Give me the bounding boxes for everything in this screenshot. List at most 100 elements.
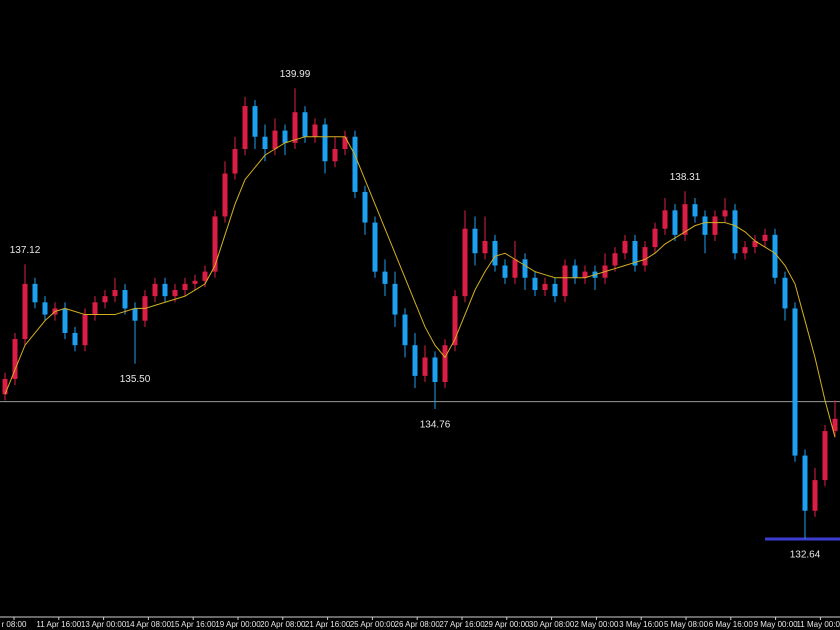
x-tick-label: 30 Apr 08:00	[529, 620, 575, 629]
x-tick-label: r 08:00	[2, 620, 27, 629]
candle-body	[232, 148, 238, 174]
candle-body	[172, 290, 178, 297]
candle-body	[362, 191, 368, 223]
x-tick-label: 25 Apr 00:00	[350, 620, 396, 629]
candle-body	[702, 216, 708, 235]
x-tick-label: 11 Apr 16:00	[36, 620, 81, 629]
candle-body	[332, 148, 338, 162]
candle-body	[462, 228, 468, 297]
candle-body	[512, 259, 518, 278]
candle-body	[642, 247, 648, 266]
candle-body	[622, 240, 628, 254]
candle-body	[822, 431, 828, 481]
price-annotation: 139.99	[280, 69, 311, 80]
candle-body	[792, 308, 798, 456]
candle-body	[162, 283, 168, 297]
candle-body	[282, 130, 288, 143]
x-tick-label: 26 Apr 08:00	[395, 620, 441, 629]
candle-body	[102, 296, 108, 303]
x-tick-label: 19 Apr 00:00	[215, 620, 261, 629]
candle-body	[262, 136, 268, 149]
candle-body	[812, 480, 818, 511]
candle-body	[382, 271, 388, 284]
candle-body	[92, 302, 98, 315]
candle-body	[632, 240, 638, 266]
candle-body	[422, 357, 428, 376]
candle-body	[722, 210, 728, 217]
x-tick-label: 13 Apr 00:00	[81, 620, 127, 629]
candle-body	[482, 240, 488, 254]
candle-body	[22, 283, 28, 340]
candle-body	[392, 283, 398, 315]
candle-body	[492, 240, 498, 266]
candle-body	[32, 283, 38, 303]
candle-body	[802, 455, 808, 511]
candle-body	[532, 277, 538, 291]
candle-body	[782, 277, 788, 309]
candle-body	[302, 112, 308, 137]
x-tick-label: 29 Apr 00:00	[484, 620, 530, 629]
candle-body	[772, 234, 778, 278]
candle-body	[252, 106, 258, 137]
candle-body	[72, 332, 78, 346]
x-tick-label: 6 May 16:00	[709, 620, 754, 629]
candle-body	[202, 271, 208, 281]
x-tick-label: 3 May 16:00	[619, 620, 664, 629]
x-tick-label: 2 May 00:00	[574, 620, 619, 629]
candle-body	[352, 136, 358, 192]
candle-body	[692, 204, 698, 217]
candle-body	[762, 234, 768, 241]
candle-body	[442, 345, 448, 382]
candle-body	[732, 210, 738, 254]
price-annotation: 134.76	[420, 420, 451, 431]
candle-body	[712, 216, 718, 235]
candle-body	[182, 283, 188, 291]
candle-body	[122, 290, 128, 309]
price-annotation: 137.12	[10, 245, 41, 256]
candle-body	[502, 265, 508, 278]
x-tick-label: 20 Apr 08:00	[260, 620, 306, 629]
candle-body	[752, 240, 758, 248]
candle-body	[272, 130, 278, 149]
candle-body	[432, 357, 438, 382]
candle-body	[112, 290, 118, 297]
moving-average	[4, 136, 836, 438]
x-tick-label: 11 May 00:00	[796, 620, 840, 629]
x-tick-label: 5 May 08:00	[664, 620, 709, 629]
candle-body	[662, 210, 668, 229]
x-tick-label: 15 Apr 16:00	[171, 620, 217, 629]
candle-body	[682, 204, 688, 235]
candle-body	[452, 296, 458, 346]
candle-body	[342, 136, 348, 149]
x-tick-label: 21 Apr 16:00	[305, 620, 351, 629]
x-tick-label: 27 Apr 16:00	[439, 620, 485, 629]
candle-body	[672, 210, 678, 235]
price-annotation: 135.50	[120, 374, 151, 385]
candle-body	[522, 259, 528, 278]
candle-body	[412, 345, 418, 376]
price-annotation: 138.31	[670, 172, 701, 183]
candle-body	[572, 265, 578, 278]
candle-body	[652, 228, 658, 248]
candle-body	[152, 283, 158, 297]
candle-body	[292, 112, 298, 143]
candle-body	[62, 308, 68, 333]
candle-body	[832, 418, 838, 432]
candle-body	[242, 106, 248, 149]
candle-body	[312, 124, 318, 137]
candle-body	[212, 216, 218, 272]
candle-body	[402, 314, 408, 346]
candle-body	[582, 271, 588, 278]
price-annotation: 132.64	[790, 550, 821, 561]
candle-body	[12, 339, 18, 379]
x-tick-label: 14 Apr 08:00	[126, 620, 172, 629]
candle-body	[132, 308, 138, 321]
candle-body	[742, 247, 748, 254]
candle-body	[322, 124, 328, 162]
candle-body	[552, 283, 558, 297]
x-tick-label: 9 May 00:00	[754, 620, 799, 629]
candle-body	[542, 283, 548, 291]
candle-body	[192, 280, 198, 284]
candle-body	[612, 253, 618, 266]
